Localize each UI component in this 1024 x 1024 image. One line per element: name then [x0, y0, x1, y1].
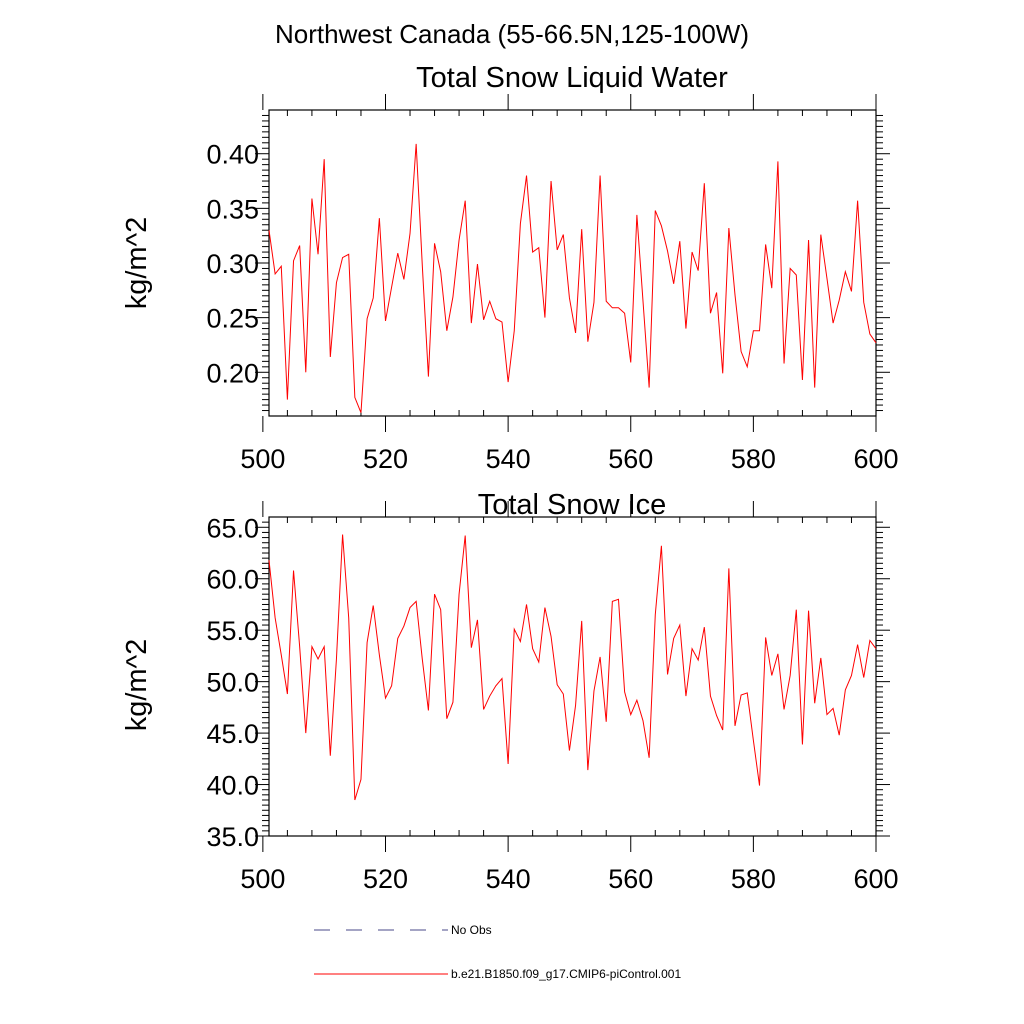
y-tick-label: 0.30	[206, 249, 259, 279]
x-tick-label: 520	[363, 444, 408, 474]
y-tick-label: 65.0	[206, 513, 259, 543]
y-axis-label-snow-liquid-water: kg/m^2	[121, 217, 153, 310]
y-tick-label: 0.25	[206, 304, 259, 334]
x-tick-label: 580	[731, 444, 776, 474]
x-tick-label: 540	[486, 444, 531, 474]
figure-title: Northwest Canada (55-66.5N,125-100W)	[275, 19, 749, 49]
x-tick-label: 600	[853, 864, 898, 894]
panel-title-snow-liquid-water: Total Snow Liquid Water	[416, 62, 728, 94]
legend-label-no-obs: No Obs	[451, 923, 492, 937]
x-tick-label: 580	[731, 864, 776, 894]
y-tick-label: 0.35	[206, 194, 259, 224]
y-tick-label: 35.0	[206, 822, 259, 852]
plot-frame	[268, 109, 877, 417]
y-axis-label-snow-ice: kg/m^2	[121, 639, 153, 732]
y-tick-label: 45.0	[206, 719, 259, 749]
panel-snow-ice: Total Snow Ice kg/m^2 500 520 540 560 580 600…	[121, 489, 899, 894]
x-tick-label: 600	[853, 444, 898, 474]
panel-snow-liquid-water: Total Snow Liquid Water kg/m^2 500 520 540…	[121, 62, 899, 474]
x-tick-label: 520	[363, 864, 408, 894]
legend-label-picontrol: b.e21.B1850.f09_g17.CMIP6-piControl.001	[451, 967, 681, 981]
series-line	[268, 143, 877, 413]
series-line	[268, 534, 877, 801]
y-tick-label: 55.0	[206, 616, 259, 646]
x-tick-label: 500	[240, 864, 285, 894]
x-tick-label: 560	[608, 864, 653, 894]
y-tick-label: 50.0	[206, 668, 259, 698]
y-tick-label: 40.0	[206, 771, 259, 801]
x-tick-label: 560	[608, 444, 653, 474]
panel-title-snow-ice: Total Snow Ice	[478, 489, 667, 521]
x-tick-label: 500	[240, 444, 285, 474]
y-tick-label: 0.40	[206, 140, 259, 170]
legend: No Obs b.e21.B1850.f09_g17.CMIP6-piContr…	[314, 923, 681, 981]
y-tick-label: 0.20	[206, 358, 259, 388]
y-tick-label: 60.0	[206, 565, 259, 595]
plot-frame	[268, 516, 877, 837]
x-tick-label: 540	[486, 864, 531, 894]
